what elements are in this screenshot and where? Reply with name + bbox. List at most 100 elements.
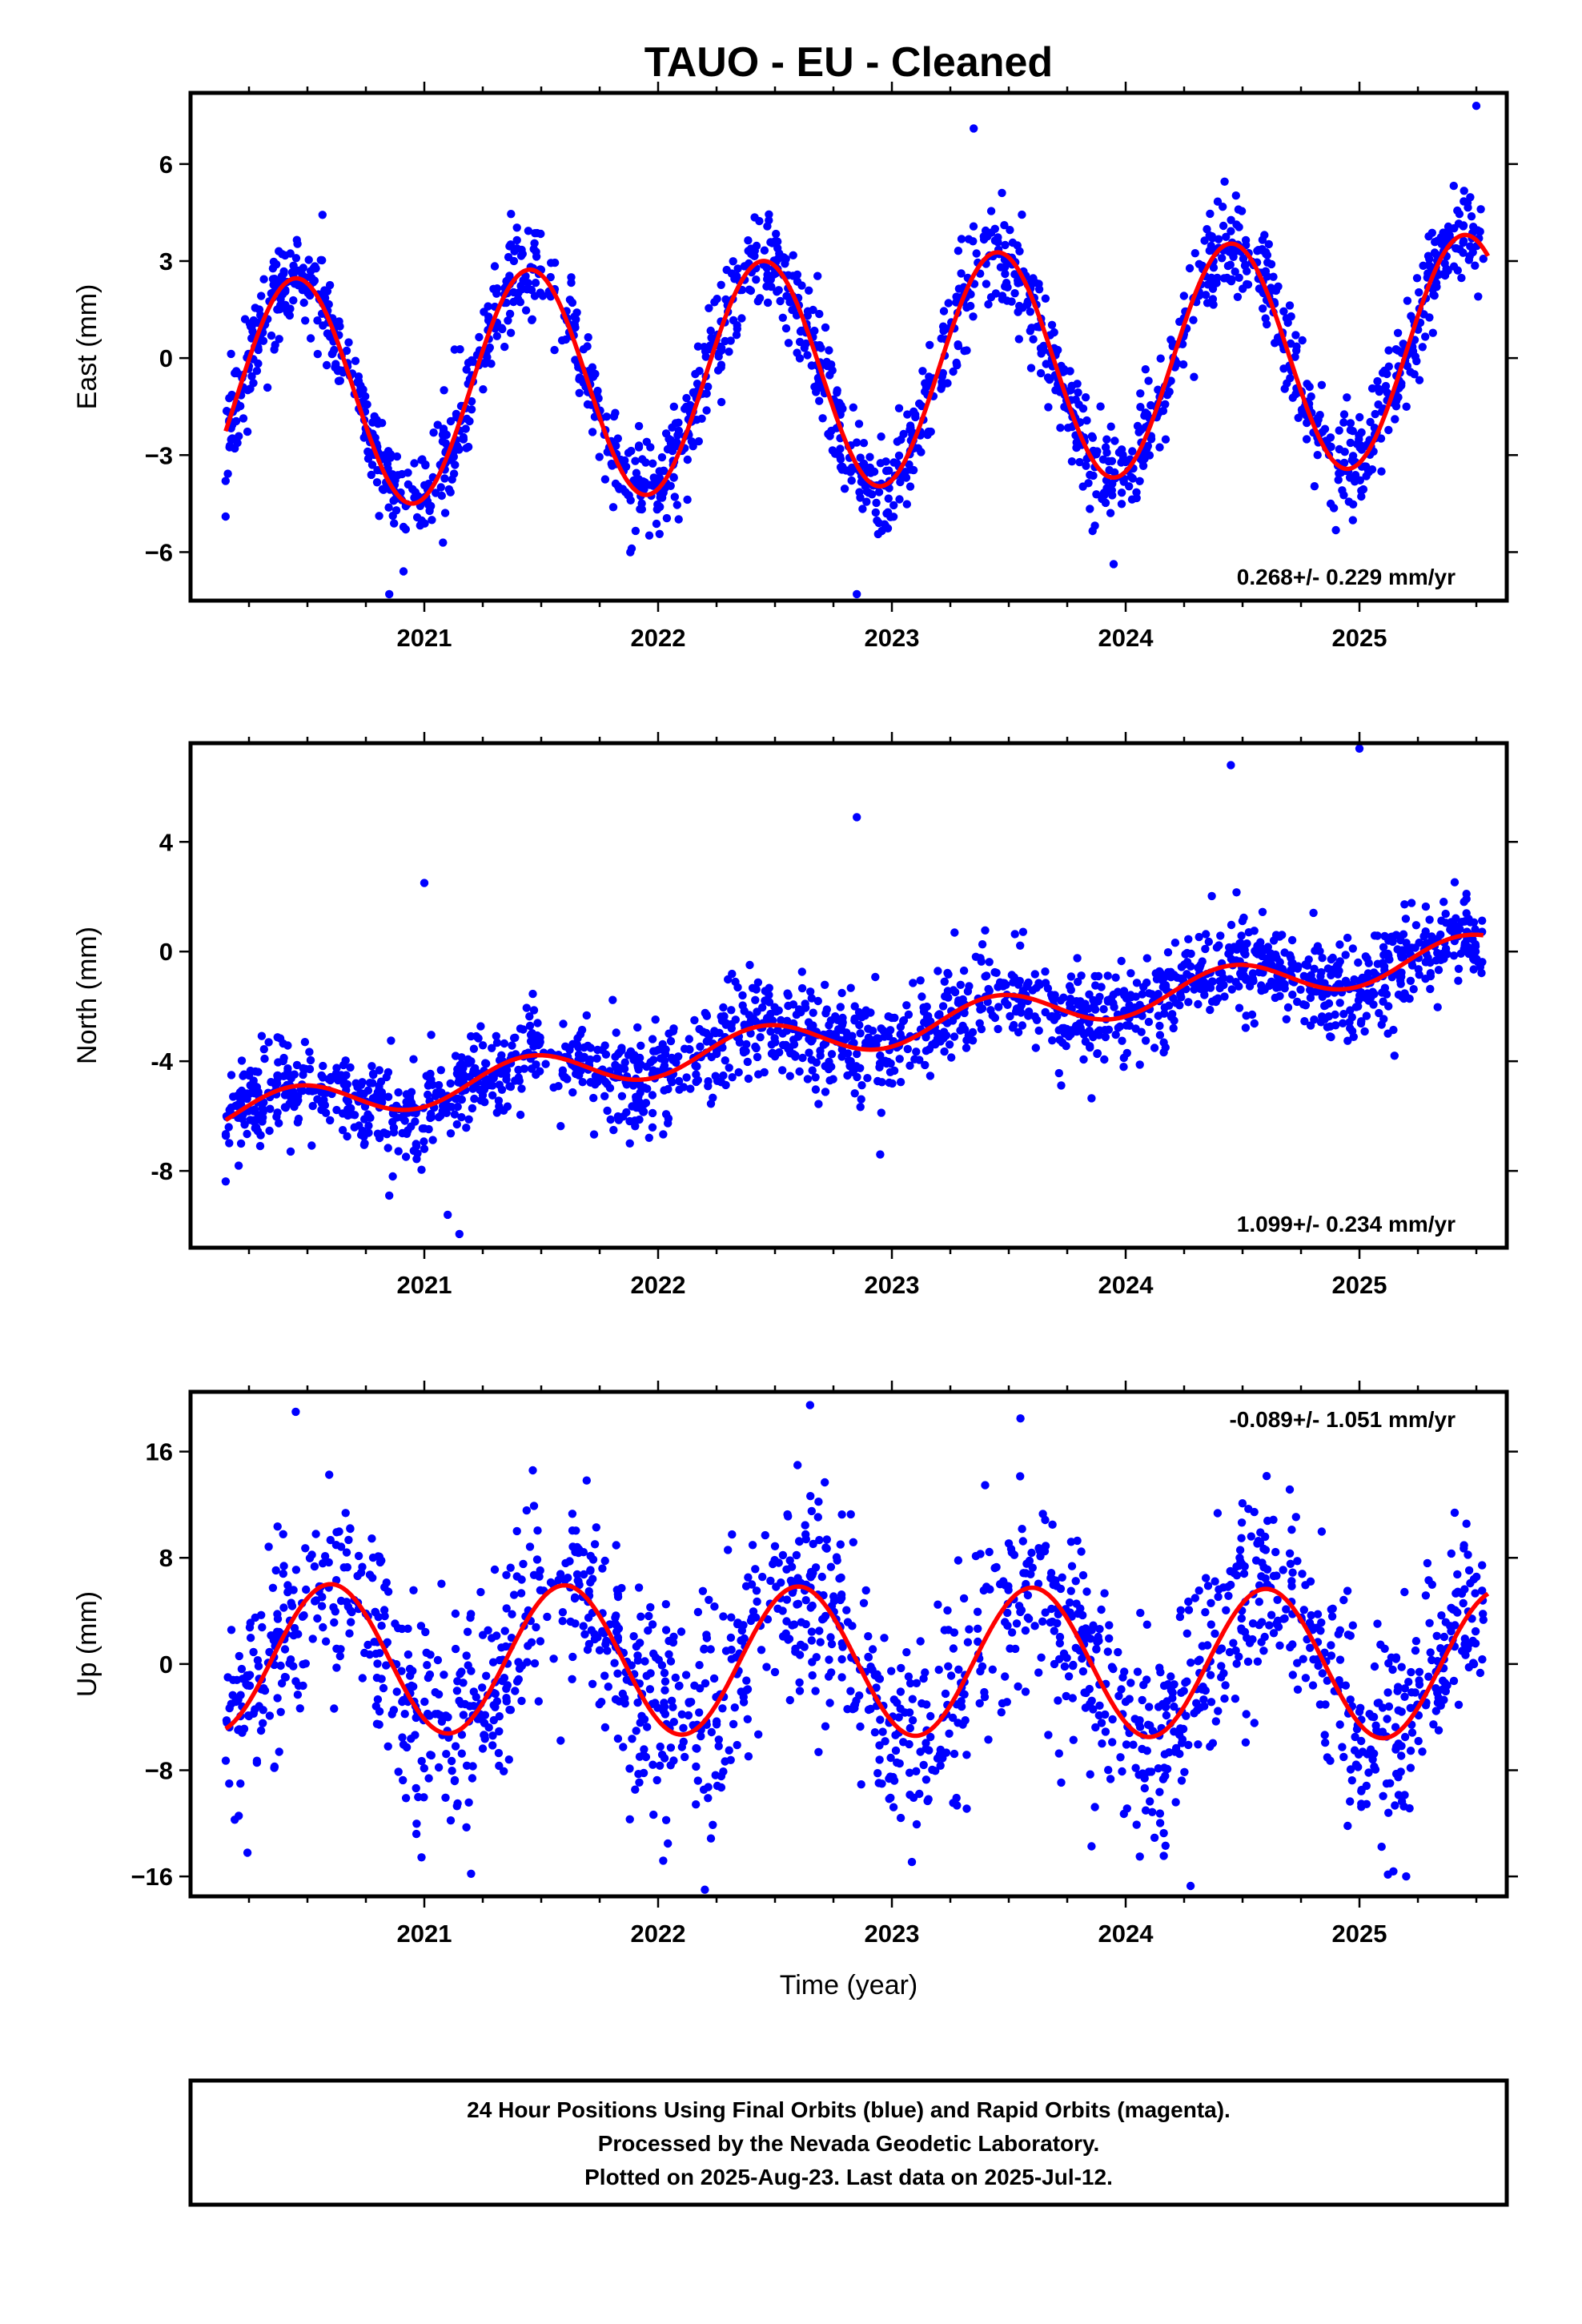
data-point [460,1699,470,1709]
data-point [1471,925,1480,934]
data-point [812,1653,821,1662]
data-point [837,1655,846,1664]
data-point [891,1746,901,1755]
data-point [803,351,812,360]
data-point [1126,969,1135,978]
data-point [1132,1820,1141,1829]
data-point [1346,419,1355,428]
data-point [517,1575,526,1584]
data-point [959,966,969,975]
data-point [719,1071,728,1080]
data-point [1264,953,1274,962]
data-point [320,1552,330,1561]
data-point [1044,1731,1053,1739]
data-point [229,1675,238,1684]
data-point [1464,1550,1472,1559]
data-point [877,1024,885,1033]
data-point [711,1771,720,1779]
data-point [682,393,691,403]
data-point [1476,205,1485,214]
data-point [1400,1684,1410,1693]
data-point [1235,1546,1245,1554]
data-point [613,1592,623,1602]
data-point [1261,314,1270,323]
data-point [784,991,793,1000]
data-point [1018,1525,1026,1534]
data-point [1207,1620,1216,1629]
data-point [1024,1614,1034,1623]
data-point [520,1064,529,1073]
data-point [1184,998,1193,1007]
data-point [1087,1094,1096,1103]
data-point [673,501,681,509]
data-point [1370,1662,1379,1671]
data-point [279,267,288,276]
data-point [468,1068,478,1077]
data-point [291,1566,301,1574]
data-point [1351,1732,1359,1742]
data-point [912,1679,921,1687]
data-point [1102,484,1111,493]
data-point [1144,1017,1154,1027]
data-point [1298,1570,1307,1578]
data-point [1238,1499,1247,1508]
data-point [275,335,283,344]
data-point [1367,384,1377,393]
data-point [412,1829,421,1839]
data-point [871,972,880,982]
data-point [731,977,740,987]
data-point [742,1039,751,1049]
data-point [698,1586,708,1596]
data-point [875,1059,885,1068]
y-tick-label: 6 [159,151,173,179]
data-point [1412,274,1422,283]
y-tick-label: -8 [151,1157,173,1185]
data-point [1368,1755,1377,1764]
data-point [525,1021,535,1031]
data-point [630,1116,640,1125]
data-point [474,1034,483,1043]
data-point [884,494,893,503]
data-point [830,449,840,458]
data-point [1391,345,1400,354]
data-point [1126,1679,1135,1687]
data-point [664,1114,673,1123]
data-point [1471,1626,1480,1636]
data-point [1397,379,1406,388]
data-point [954,341,963,351]
data-point [442,1750,451,1759]
data-point [1213,1509,1223,1518]
data-point [878,1727,887,1736]
data-point [462,365,471,374]
data-point [925,1045,934,1054]
data-point [981,926,990,935]
data-point [1298,336,1307,345]
data-point [1283,1003,1293,1012]
data-point [602,412,611,421]
data-point [434,1080,444,1090]
data-point [674,1076,684,1086]
data-point [1038,1617,1047,1626]
data-point [922,1002,931,1011]
data-point [1391,1723,1400,1731]
data-point [1425,915,1434,924]
data-point [1103,971,1112,980]
data-point [268,264,278,273]
data-point [1111,1030,1120,1039]
data-point [512,235,521,245]
data-point [1421,927,1430,936]
data-point [912,1819,921,1829]
data-point [753,1052,762,1062]
data-point [372,478,382,487]
data-point [808,1066,817,1075]
data-point [1214,1592,1223,1602]
data-point [1348,516,1358,525]
data-point [1335,1655,1345,1664]
data-point [1355,1707,1364,1716]
data-point [670,493,679,501]
data-point [1313,451,1322,460]
data-point [1001,1672,1010,1681]
data-point [1137,1027,1146,1036]
data-point [428,516,436,525]
data-point [784,1001,793,1011]
